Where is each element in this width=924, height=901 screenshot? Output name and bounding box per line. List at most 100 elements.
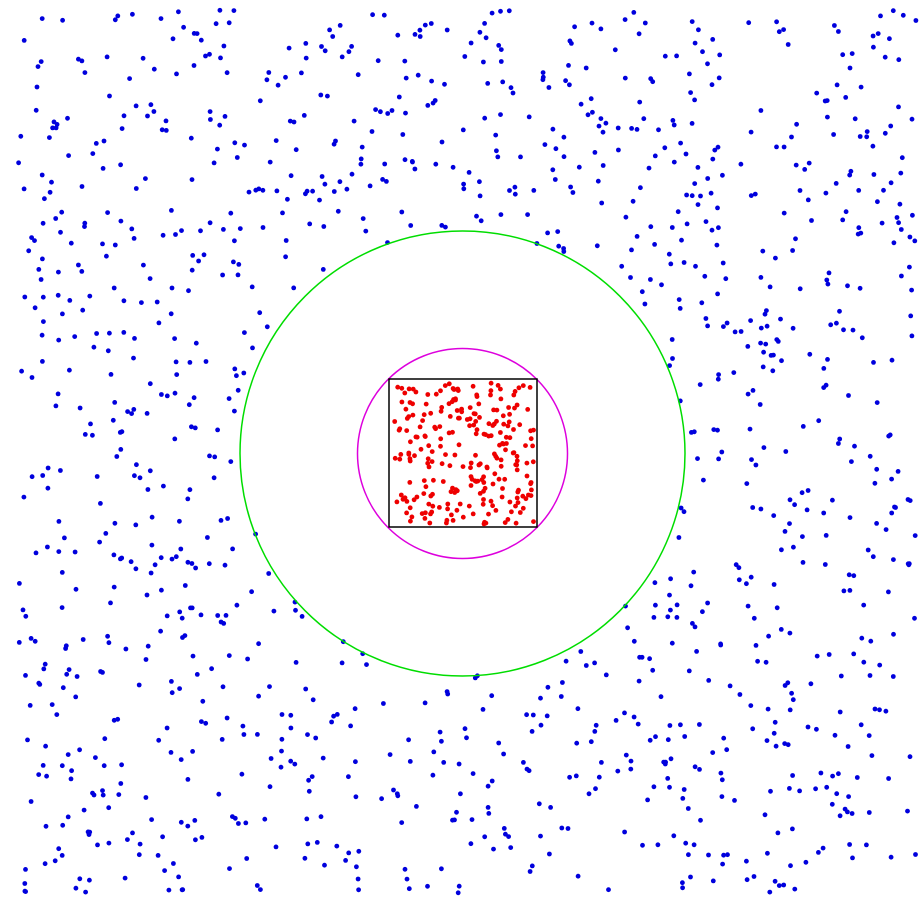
outer-dot — [764, 323, 770, 329]
outer-dot — [814, 726, 819, 732]
outer-dot — [76, 56, 81, 62]
outer-dot — [498, 47, 504, 52]
outer-dot — [639, 654, 645, 660]
outer-dot — [454, 809, 459, 815]
outer-dot — [721, 324, 726, 329]
outer-dot — [852, 116, 858, 122]
inner-dot — [468, 474, 474, 479]
outer-dot — [441, 760, 447, 765]
outer-dot — [220, 272, 226, 278]
outer-dot — [778, 316, 783, 322]
outer-dot — [482, 115, 488, 121]
outer-dot — [149, 542, 155, 548]
outer-dot — [678, 722, 683, 728]
outer-dot — [303, 191, 308, 197]
outer-dot — [898, 227, 904, 232]
outer-dot — [439, 738, 444, 744]
outer-dot — [28, 636, 34, 641]
outer-dot — [260, 187, 266, 193]
outer-dot — [764, 308, 769, 313]
outer-dot — [337, 179, 343, 185]
outer-dot — [129, 226, 135, 232]
outer-dot — [800, 560, 806, 565]
outer-dot — [349, 44, 354, 49]
outer-dot — [787, 630, 793, 636]
outer-dot — [105, 633, 110, 639]
outer-dot — [738, 161, 744, 167]
outer-dot — [483, 35, 489, 41]
outer-dot — [887, 36, 892, 42]
outer-dot — [639, 289, 645, 295]
outer-dot — [387, 752, 393, 757]
outer-dot — [869, 753, 875, 758]
outer-dot — [299, 614, 305, 619]
outer-dot — [303, 41, 309, 46]
outer-dot — [623, 214, 629, 220]
inner-dot — [473, 419, 479, 424]
outer-dot — [630, 198, 636, 204]
outer-dot — [112, 400, 118, 405]
outer-dot — [159, 127, 165, 133]
outer-dot — [60, 17, 65, 23]
outer-dot — [548, 805, 553, 810]
outer-dot — [158, 16, 164, 21]
inner-dot — [407, 400, 413, 405]
outer-dot — [802, 167, 808, 172]
outer-dot — [909, 116, 915, 122]
outer-dot — [494, 148, 499, 154]
outer-dot — [806, 160, 812, 166]
outer-dot — [792, 502, 797, 508]
outer-dot — [147, 276, 153, 281]
outer-dot — [631, 714, 637, 720]
outer-dot — [732, 329, 738, 335]
outer-dot — [130, 11, 135, 17]
outer-dot — [764, 738, 770, 743]
outer-dot — [692, 764, 698, 770]
outer-dot — [38, 59, 44, 64]
outer-dot — [719, 777, 725, 783]
outer-dot — [710, 156, 716, 162]
outer-dot — [506, 8, 512, 14]
outer-dot — [850, 855, 855, 861]
outer-dot — [185, 777, 191, 782]
outer-dot — [496, 740, 502, 746]
outer-dot — [198, 228, 203, 234]
outer-dot — [674, 53, 679, 59]
outer-dot — [77, 405, 83, 411]
inner-dot — [477, 415, 482, 420]
outer-dot — [790, 248, 795, 253]
outer-dot — [172, 336, 178, 341]
outer-dot — [588, 96, 594, 102]
outer-dot — [629, 247, 634, 253]
outer-dot — [909, 333, 915, 339]
outer-dot — [133, 186, 139, 191]
inner-dot — [399, 385, 405, 391]
outer-dot — [351, 118, 357, 124]
outer-dot — [191, 31, 197, 36]
outer-dot — [49, 179, 54, 185]
outer-dot — [570, 190, 576, 195]
outer-dot — [344, 186, 350, 192]
outer-dot — [676, 535, 682, 540]
outer-dot — [702, 273, 708, 279]
outer-dot — [185, 823, 191, 829]
outer-dot — [118, 781, 124, 786]
outer-dot — [837, 813, 843, 819]
outer-dot — [489, 778, 495, 784]
outer-dot — [888, 123, 894, 129]
inner-dot — [511, 450, 517, 455]
outer-dot — [456, 761, 462, 767]
outer-dot — [302, 855, 308, 861]
outer-dot — [640, 842, 645, 848]
inner-dot — [460, 464, 466, 469]
inner-dot — [410, 412, 416, 418]
outer-dot — [29, 235, 34, 241]
inner-dot — [528, 481, 533, 487]
outer-dot — [384, 179, 389, 184]
outer-dot — [600, 129, 606, 135]
outer-dot — [187, 487, 193, 493]
outer-dot — [498, 212, 504, 218]
outer-dot — [910, 212, 915, 218]
inner-dot — [457, 501, 463, 507]
outer-dot — [322, 181, 328, 187]
